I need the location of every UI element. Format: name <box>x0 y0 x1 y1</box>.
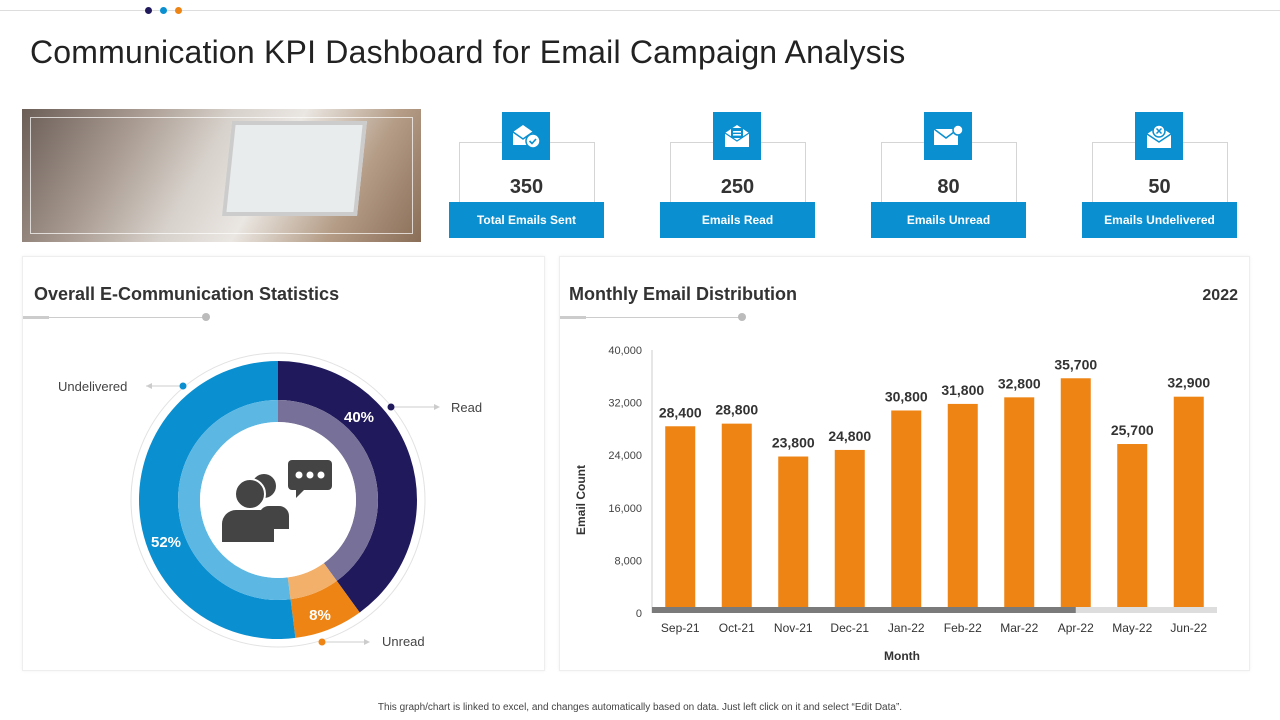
envelope-open-icon <box>713 112 761 160</box>
kpi-emails-unread: 80 Emails Unread <box>871 112 1026 238</box>
slice-label-undelivered: 52% <box>151 534 181 551</box>
bar-data-label: 28,800 <box>715 402 758 418</box>
y-tick-label: 40,000 <box>608 345 642 357</box>
x-tick-label: Apr-22 <box>1058 621 1094 635</box>
decor-dot <box>145 7 152 14</box>
donut-outline <box>130 352 426 648</box>
x-tick-label: Oct-21 <box>719 621 755 635</box>
x-tick-label: Nov-21 <box>774 621 813 635</box>
x-tick-label: May-22 <box>1112 621 1152 635</box>
legend-undelivered: Undelivered <box>58 379 187 394</box>
legend-label: Read <box>451 400 482 415</box>
title-underline <box>560 313 746 321</box>
donut-inner-slice-undelivered <box>177 400 291 601</box>
kpi-value: 50 <box>1148 176 1171 198</box>
bar-data-label: 24,800 <box>828 428 871 444</box>
y-tick-label: 32,000 <box>608 398 642 410</box>
donut-hole <box>200 422 356 578</box>
bar-Feb-22 <box>947 403 978 607</box>
legend-unread: Unread <box>318 634 425 649</box>
page-title: Communication KPI Dashboard for Email Ca… <box>30 34 906 70</box>
y-tick-label: 0 <box>636 608 642 620</box>
bar-data-label: 28,400 <box>659 404 702 420</box>
x-tick-label: Dec-21 <box>830 621 869 635</box>
year-label: 2022 <box>1202 287 1238 304</box>
kpi-value: 250 <box>720 176 755 198</box>
x-axis-track-fill <box>652 607 1076 613</box>
top-divider <box>0 10 1280 11</box>
kpi-label: Emails Read <box>660 202 815 238</box>
legend-label: Undelivered <box>58 379 127 394</box>
people-chat-icon <box>222 460 332 542</box>
x-axis-title: Month <box>884 649 920 663</box>
slice-label-read: 40% <box>344 409 374 426</box>
bar-data-label: 32,900 <box>1167 375 1210 391</box>
legend-label: Unread <box>382 634 425 649</box>
statistics-panel: Overall E-Communication Statistics <box>22 256 545 671</box>
monthly-panel: Monthly Email Distribution 2022 <box>559 256 1250 671</box>
x-tick-label: Mar-22 <box>1000 621 1038 635</box>
kpi-emails-read: 250 Emails Read <box>660 112 815 238</box>
x-tick-label: Feb-22 <box>944 621 982 635</box>
bar-Mar-22 <box>1004 397 1035 607</box>
donut-slice-unread <box>290 580 360 638</box>
x-tick-label: Sep-21 <box>661 621 700 635</box>
envelope-badge-icon <box>924 112 972 160</box>
bar-Apr-22 <box>1060 378 1091 607</box>
x-tick-label: Jun-22 <box>1170 621 1207 635</box>
kpi-label: Total Emails Sent <box>449 202 604 238</box>
decor-dot <box>160 7 167 14</box>
footer-note: This graph/chart is linked to excel, and… <box>377 702 903 713</box>
bar-data-label: 30,800 <box>885 388 928 404</box>
legend-read: Read <box>387 400 482 415</box>
kpi-total-sent: 350 Total Emails Sent <box>449 112 604 238</box>
x-tick-label: Jan-22 <box>888 621 925 635</box>
bar-Jan-22 <box>891 410 922 607</box>
panel-title: Monthly Email Distribution <box>569 284 797 304</box>
donut-inner-slice-unread <box>287 563 337 600</box>
decor-dot <box>175 7 182 14</box>
y-axis-title: Email Count <box>574 465 588 535</box>
bar-Sep-21 <box>665 426 696 607</box>
kpi-label: Emails Undelivered <box>1082 202 1237 238</box>
kpi-label: Emails Unread <box>871 202 1026 238</box>
bar-May-22 <box>1117 444 1148 607</box>
bar-Jun-22 <box>1173 396 1204 607</box>
title-underline <box>23 313 210 321</box>
bar-chart: 0 8,000 16,000 24,000 32,000 40,000 28,400 28,8… <box>574 345 1217 663</box>
envelope-x-icon <box>1135 112 1183 160</box>
bar-Nov-21 <box>778 456 809 607</box>
bar-data-label: 31,800 <box>941 382 984 398</box>
y-tick-label: 24,000 <box>608 450 642 462</box>
kpi-value: 80 <box>937 176 960 198</box>
bar-data-label: 32,800 <box>998 375 1041 391</box>
donut-chart: Undelivered Read Unread 40% 8% 52% <box>58 352 482 649</box>
donut-inner-slice-read <box>278 400 378 581</box>
bar-data-label: 23,800 <box>772 435 815 451</box>
donut-slice-read <box>278 361 417 613</box>
donut-slice-undelivered <box>139 361 296 639</box>
y-tick-label: 16,000 <box>608 503 642 515</box>
kpi-value: 350 <box>509 176 544 198</box>
bar-Dec-21 <box>834 449 865 607</box>
bar-Oct-21 <box>721 423 752 607</box>
slice-label-unread: 8% <box>309 607 331 624</box>
envelope-check-icon <box>502 112 550 160</box>
kpi-emails-undelivered: 50 Emails Undelivered <box>1082 112 1237 238</box>
y-tick-label: 8,000 <box>614 555 642 567</box>
panel-title: Overall E-Communication Statistics <box>34 284 340 304</box>
bar-data-label: 25,700 <box>1111 422 1154 438</box>
laptop-photo <box>22 109 421 242</box>
bar-data-label: 35,700 <box>1054 356 1097 372</box>
